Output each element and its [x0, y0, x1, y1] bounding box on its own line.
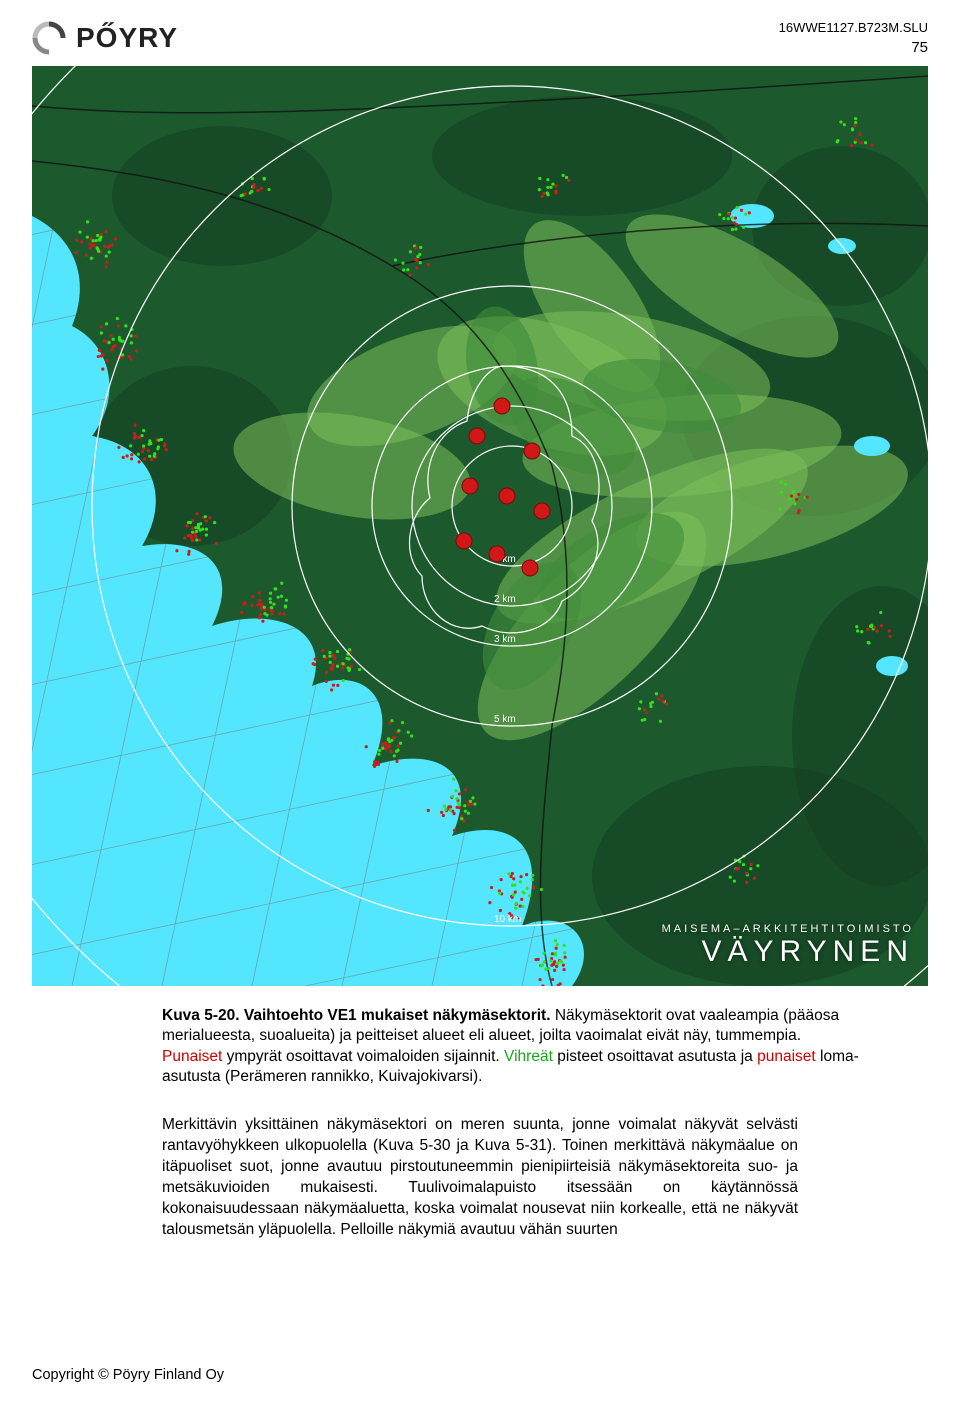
- svg-text:5 km: 5 km: [494, 714, 516, 725]
- document-meta: 16WWE1127.B723M.SLU 75: [779, 20, 928, 56]
- caption-prefix: Kuva 5-20. Vaihtoehto VE1 mukaiset näkym…: [162, 1007, 551, 1024]
- logo-mark-icon: [32, 21, 66, 55]
- figure-caption: Kuva 5-20. Vaihtoehto VE1 mukaiset näkym…: [162, 1006, 862, 1088]
- map-svg: 1 km2 km3 km5 km10 km15 km: [32, 66, 928, 986]
- visibility-map: 1 km2 km3 km5 km10 km15 km MAISEMA–ARKKI…: [32, 66, 928, 986]
- caption-red-1: Punaiset: [162, 1048, 222, 1065]
- page-container: PŐYRY 16WWE1127.B723M.SLU 75 1 km2 km3 k…: [0, 0, 960, 1407]
- page-header: PŐYRY 16WWE1127.B723M.SLU 75: [32, 18, 928, 58]
- company-name: PŐYRY: [76, 22, 178, 54]
- caption-text-3: pisteet osoittavat asutusta ja: [553, 1048, 757, 1065]
- copyright-footer: Copyright © Pöyry Finland Oy: [32, 1367, 224, 1383]
- body-paragraph: Merkittävin yksittäinen näkymäsektori on…: [162, 1114, 798, 1240]
- svg-text:2 km: 2 km: [494, 594, 516, 605]
- caption-green: Vihreät: [504, 1048, 553, 1065]
- caption-text-2: ympyrät osoittavat voimaloiden sijainnit…: [222, 1048, 504, 1065]
- document-id: 16WWE1127.B723M.SLU: [779, 20, 928, 35]
- page-number: 75: [779, 39, 928, 56]
- caption-red-2: punaiset: [757, 1048, 816, 1065]
- svg-text:3 km: 3 km: [494, 634, 516, 645]
- map-credit: MAISEMA–ARKKITEHTITOIMISTO VÄYRYNEN: [662, 923, 914, 968]
- svg-text:10 km: 10 km: [494, 914, 521, 925]
- company-logo: PŐYRY: [32, 21, 178, 55]
- map-credit-line1: MAISEMA–ARKKITEHTITOIMISTO: [662, 923, 914, 935]
- map-credit-line2: VÄYRYNEN: [662, 935, 914, 968]
